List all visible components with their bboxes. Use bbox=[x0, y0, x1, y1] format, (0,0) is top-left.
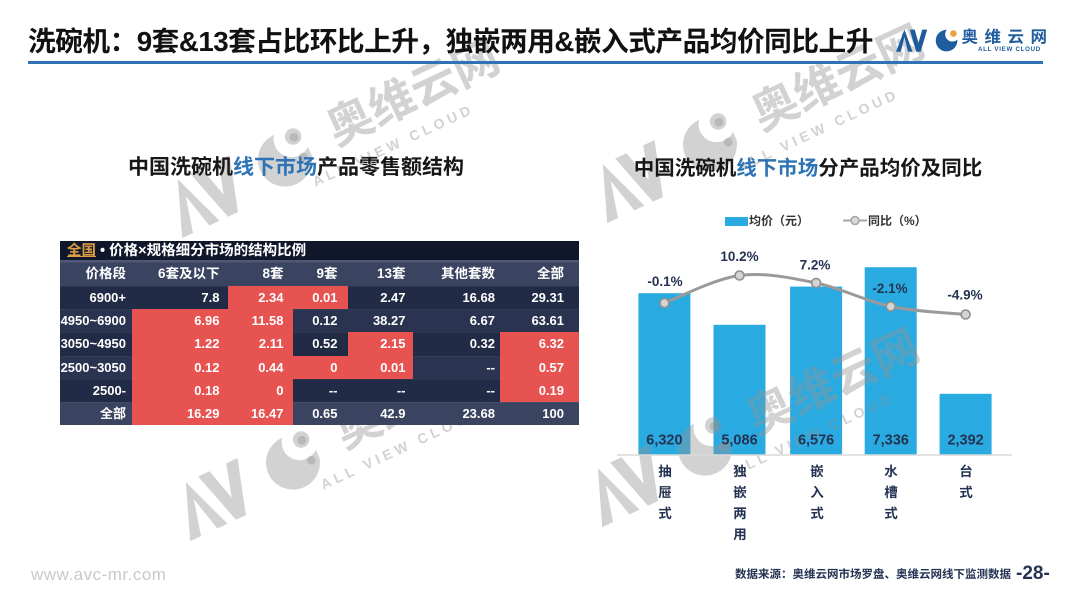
svg-text:-2.1%: -2.1% bbox=[872, 281, 907, 296]
svg-text:-4.9%: -4.9% bbox=[947, 288, 982, 303]
svg-text:2,392: 2,392 bbox=[947, 433, 983, 449]
svg-text:7,336: 7,336 bbox=[873, 433, 909, 449]
svg-text:奥维云网: 奥维云网 bbox=[962, 23, 1054, 47]
svg-text:-0.1%: -0.1% bbox=[647, 274, 682, 289]
svg-text:6,320: 6,320 bbox=[646, 433, 682, 449]
svg-text:7.2%: 7.2% bbox=[800, 258, 831, 273]
svg-text:ALL VIEW CLOUD: ALL VIEW CLOUD bbox=[978, 46, 1041, 53]
svg-text:10.2%: 10.2% bbox=[720, 249, 758, 264]
svg-text:5,086: 5,086 bbox=[721, 433, 757, 449]
svg-text:6,576: 6,576 bbox=[798, 433, 834, 449]
